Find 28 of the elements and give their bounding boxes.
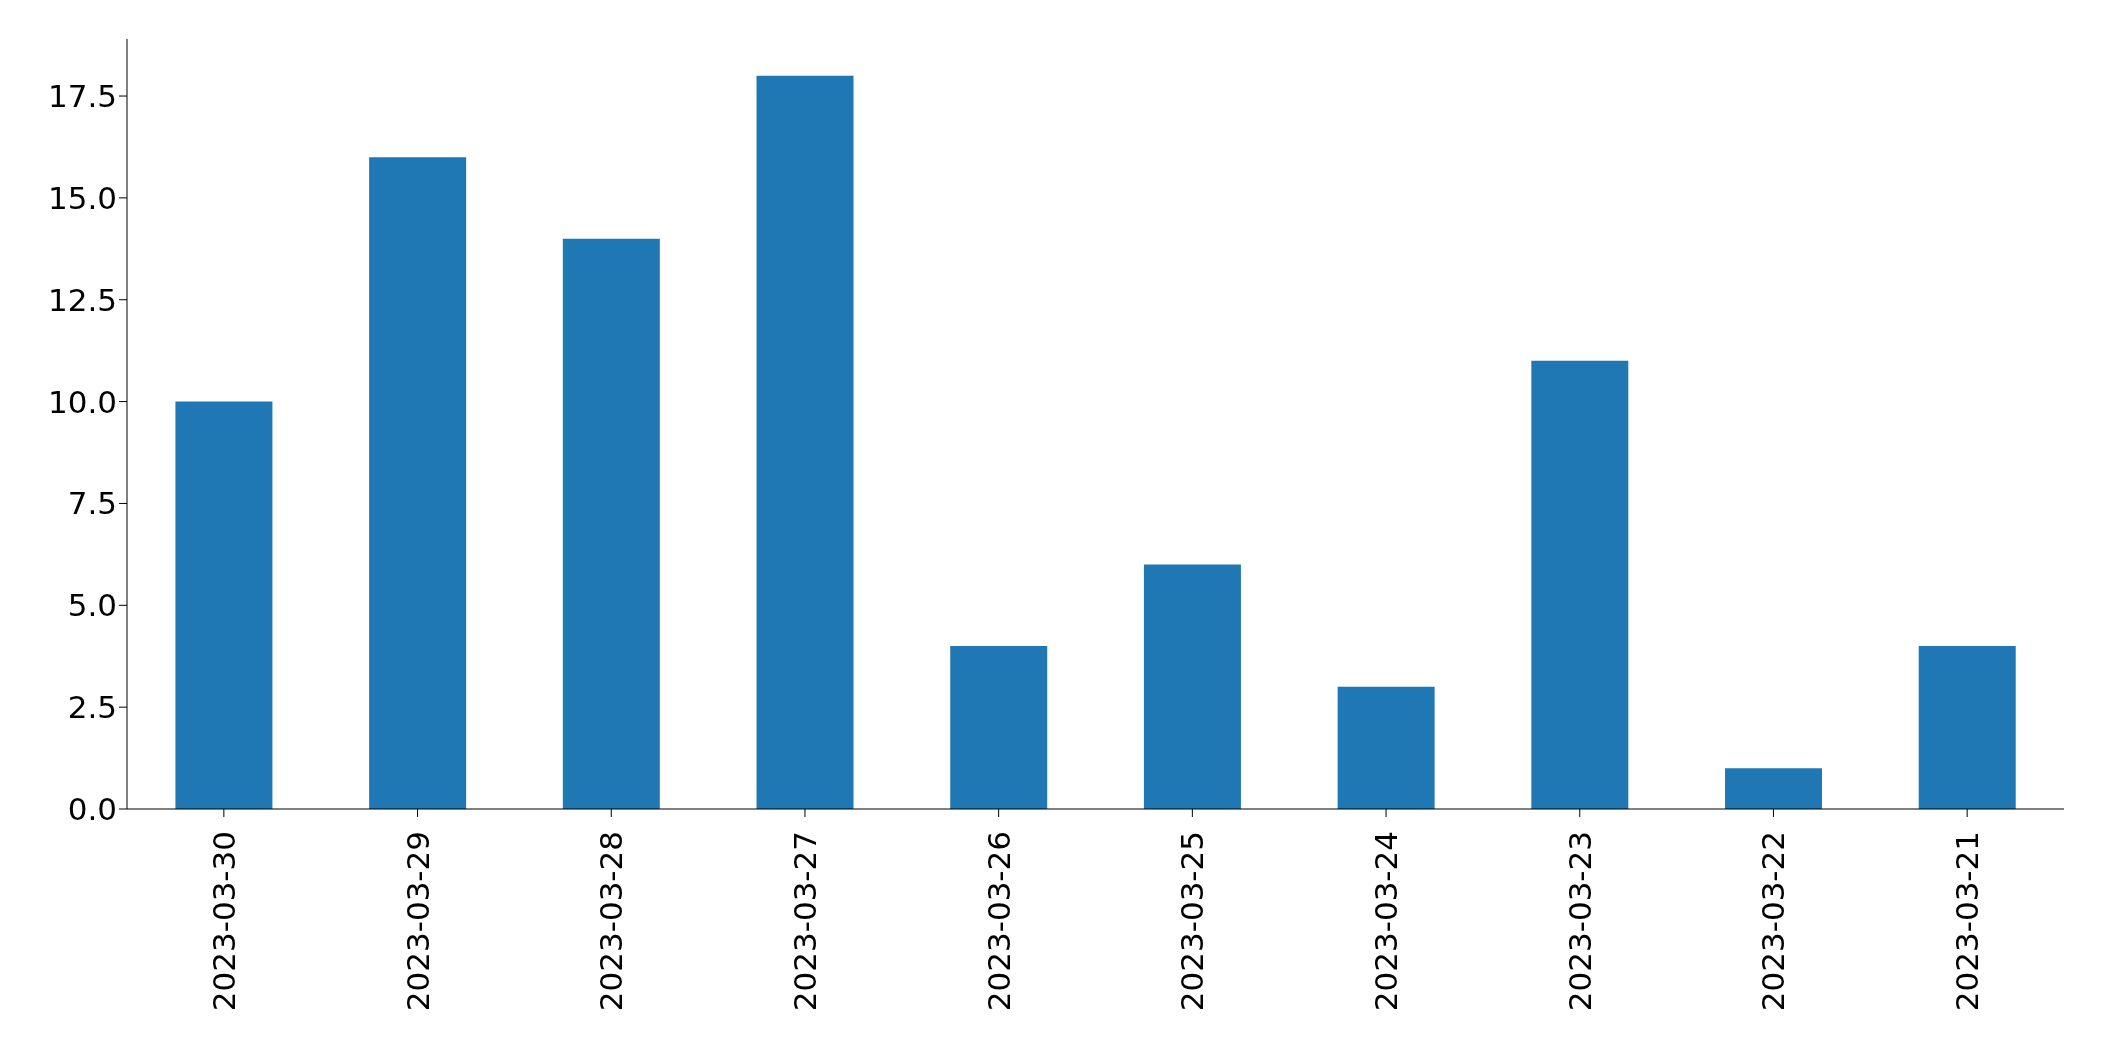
bar (1918, 646, 2016, 809)
y-tick-label: 10.0 (47, 383, 117, 420)
bar (756, 75, 854, 809)
y-tick-label: 17.5 (47, 78, 117, 115)
y-tick-label: 7.5 (67, 485, 117, 522)
bar (1337, 686, 1435, 809)
x-tick-label: 2023-03-27 (786, 831, 823, 1012)
bar (950, 646, 1048, 809)
bar (562, 238, 660, 809)
bar (1143, 564, 1241, 809)
bar (1531, 360, 1629, 809)
x-tick-label: 2023-03-23 (1561, 831, 1598, 1012)
x-tick-label: 2023-03-24 (1368, 831, 1405, 1012)
x-tick-label: 2023-03-25 (1174, 831, 1211, 1012)
bar (1725, 768, 1823, 809)
x-tick-label: 2023-03-26 (980, 831, 1017, 1012)
bar (175, 401, 273, 809)
bar (369, 157, 467, 809)
y-tick-label: 5.0 (67, 587, 117, 624)
x-tick-label: 2023-03-30 (205, 831, 242, 1012)
x-tick-label: 2023-03-21 (1949, 831, 1986, 1012)
y-tick-label: 15.0 (47, 179, 117, 216)
x-tick-label: 2023-03-29 (399, 831, 436, 1012)
y-tick-label: 0.0 (67, 791, 117, 828)
y-tick-label: 12.5 (47, 281, 117, 318)
x-tick-label: 2023-03-28 (593, 831, 630, 1012)
y-tick-label: 2.5 (67, 689, 117, 726)
x-tick-label: 2023-03-22 (1755, 831, 1792, 1012)
